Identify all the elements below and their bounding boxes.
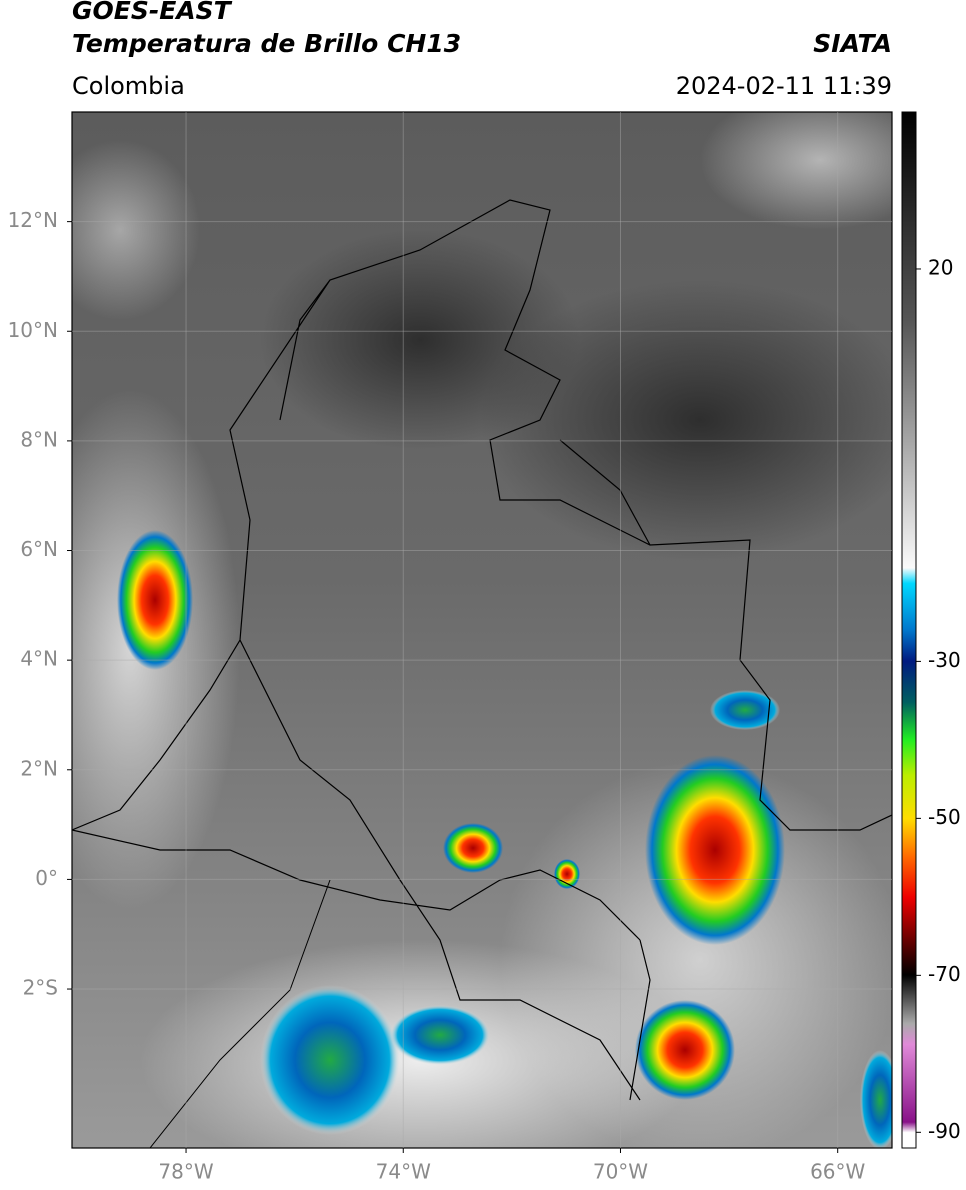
lat-tick-label: 8°N — [20, 427, 58, 451]
colorbar-tick-label: 20 — [928, 255, 953, 279]
title-line1: GOES-EAST — [72, 0, 233, 25]
colorbar-tick-label: -30 — [928, 648, 961, 672]
satellite-image — [72, 112, 892, 1148]
lat-tick-label: 10°N — [8, 318, 58, 342]
lat-tick-label: 4°N — [20, 647, 58, 671]
lat-tick-label: 6°N — [20, 537, 58, 561]
lon-tick-label: 70°W — [593, 1160, 648, 1184]
colorbar-tick-label: -70 — [928, 962, 961, 986]
datetime: 2024-02-11 11:39 — [676, 72, 892, 100]
colorbar-tick-label: -90 — [928, 1119, 961, 1143]
lat-tick-label: 0° — [35, 866, 58, 890]
map-frame — [71, 111, 893, 1149]
region: Colombia — [72, 72, 185, 100]
lat-tick-label: 2°N — [20, 756, 58, 780]
colorbar-tick-label: -50 — [928, 805, 961, 829]
lat-tick-label: 12°N — [8, 208, 58, 232]
source: SIATA — [813, 29, 892, 58]
title-line2: Temperatura de Brillo CH13 — [72, 29, 461, 58]
lon-tick-label: 78°W — [158, 1160, 213, 1184]
lat-tick-label: 2°S — [23, 976, 58, 1000]
lon-tick-label: 74°W — [376, 1160, 431, 1184]
colorbar — [901, 111, 917, 1149]
lon-tick-label: 66°W — [810, 1160, 865, 1184]
